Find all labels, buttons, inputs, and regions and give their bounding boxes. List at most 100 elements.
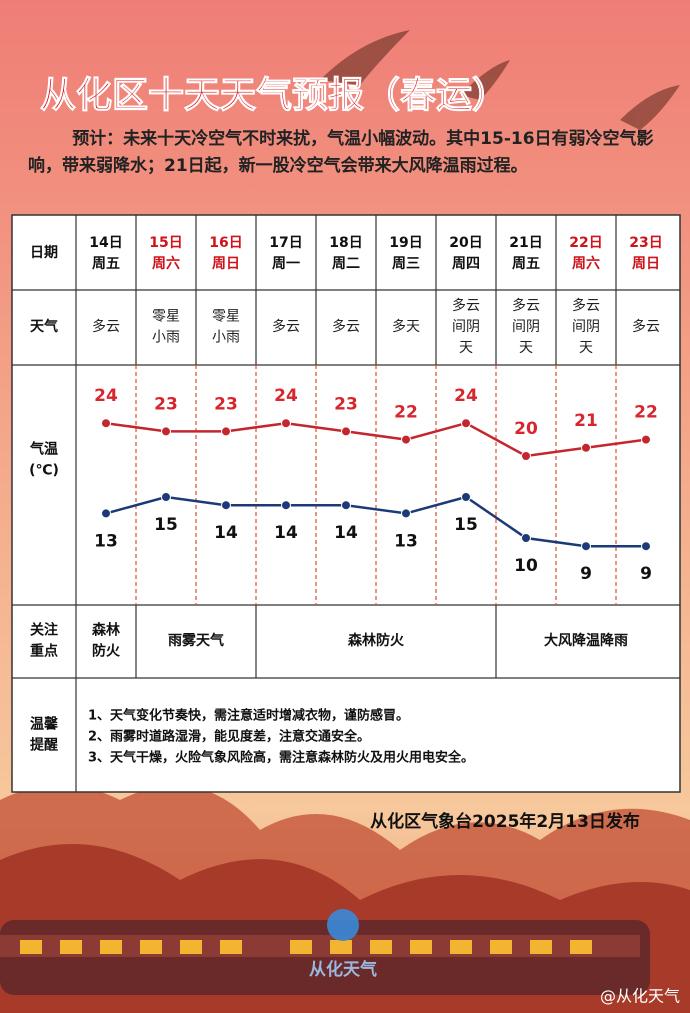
weather: 多天 bbox=[392, 318, 420, 335]
temp-label: 9 bbox=[640, 564, 652, 584]
date: 15日 bbox=[149, 235, 182, 251]
date: 18日 bbox=[329, 235, 362, 251]
row-label: 天气 bbox=[30, 318, 58, 335]
logo-icon bbox=[327, 909, 359, 941]
temp-label: 9 bbox=[580, 564, 592, 584]
temp-point bbox=[641, 541, 651, 552]
temp-line bbox=[105, 421, 647, 458]
date: 19日 bbox=[389, 235, 422, 251]
temp-label: 24 bbox=[454, 386, 478, 406]
weekday: 周六 bbox=[152, 255, 180, 272]
row-label: 重点 bbox=[30, 643, 58, 660]
temp-label: 13 bbox=[94, 531, 118, 551]
temp-point bbox=[461, 418, 471, 429]
row-label: 气温 bbox=[29, 441, 58, 458]
temp-point bbox=[401, 434, 411, 445]
temp-label: 14 bbox=[274, 523, 298, 543]
row-label: 日期 bbox=[30, 245, 58, 261]
weather: 多云 bbox=[332, 318, 360, 335]
weather: 多云 bbox=[512, 297, 540, 314]
weather: 间阴 bbox=[452, 319, 480, 335]
weekday: 周一 bbox=[272, 256, 300, 272]
temp-label: 14 bbox=[334, 523, 358, 543]
temp-label: 21 bbox=[574, 411, 598, 431]
publisher: 从化区气象台2025年2月13日发布 bbox=[370, 811, 640, 832]
temp-point bbox=[161, 492, 171, 502]
row-label: 温馨 bbox=[30, 716, 59, 733]
temp-point bbox=[341, 426, 351, 437]
date: 16日 bbox=[209, 235, 242, 251]
weekday: 周六 bbox=[572, 255, 600, 272]
date: 23日 bbox=[629, 235, 662, 251]
temp-label: 22 bbox=[634, 403, 658, 423]
temp-point bbox=[641, 434, 651, 445]
weather: 小雨 bbox=[212, 330, 240, 346]
temp-label: 20 bbox=[514, 419, 538, 439]
date: 20日 bbox=[449, 235, 482, 251]
temp-label: 15 bbox=[154, 515, 178, 535]
date: 22日 bbox=[569, 235, 602, 251]
focus: 森林 bbox=[92, 622, 120, 639]
weather: 天 bbox=[519, 340, 533, 356]
date: 17日 bbox=[269, 235, 302, 251]
temp-label: 23 bbox=[154, 394, 178, 414]
weather: 多云 bbox=[572, 297, 600, 314]
focus: 大风降温降雨 bbox=[544, 632, 628, 649]
temp-label: 23 bbox=[334, 394, 358, 414]
watermark: @从化天气 bbox=[600, 987, 680, 1006]
row-label: (℃) bbox=[29, 463, 59, 479]
tip: 1、天气变化节奏快，需注意适时增减衣物，谨防感冒。 bbox=[88, 708, 409, 724]
intro: 预计：未来十天冷空气不时来扰，气温小幅波动。其中15-16日有弱冷空气影响，带来… bbox=[28, 129, 654, 176]
weekday: 周三 bbox=[392, 256, 420, 272]
train bbox=[0, 920, 650, 995]
temp-label: 10 bbox=[514, 556, 538, 576]
weekday: 周日 bbox=[212, 256, 240, 272]
temp-label: 15 bbox=[454, 515, 478, 535]
temp-point bbox=[581, 442, 591, 453]
weather: 天 bbox=[579, 340, 593, 356]
temp-point bbox=[101, 418, 111, 429]
row-label: 关注 bbox=[30, 622, 58, 639]
date: 14日 bbox=[89, 235, 122, 251]
row-label: 提醒 bbox=[30, 738, 58, 754]
temp-point bbox=[221, 426, 231, 437]
birds bbox=[320, 30, 680, 130]
temp-point bbox=[461, 492, 471, 502]
tip: 3、天气干燥，火险气象风险高，需注意森林防火及用火用电安全。 bbox=[88, 750, 474, 766]
temp-point bbox=[281, 418, 291, 429]
train-windows bbox=[20, 940, 592, 954]
weather: 零星 bbox=[212, 309, 240, 325]
temp-label: 23 bbox=[214, 394, 238, 414]
logo-text: 从化天气 bbox=[309, 959, 377, 980]
temp-label: 22 bbox=[394, 403, 418, 423]
temp-label: 24 bbox=[274, 386, 298, 406]
temp-point bbox=[341, 500, 351, 511]
temp-label: 14 bbox=[214, 523, 238, 543]
focus: 防火 bbox=[92, 643, 121, 660]
weather: 小雨 bbox=[152, 330, 180, 346]
temp-point bbox=[161, 426, 171, 437]
temp-label: 13 bbox=[394, 531, 418, 551]
weather: 天 bbox=[459, 340, 473, 356]
weekday: 周二 bbox=[332, 256, 360, 272]
weather: 多云 bbox=[272, 318, 300, 335]
title: 从化区十天天气预报（春运） bbox=[40, 75, 508, 116]
weather: 间阴 bbox=[512, 319, 540, 335]
weather: 间阴 bbox=[572, 319, 600, 335]
weather: 多云 bbox=[452, 297, 480, 314]
temp-line bbox=[105, 495, 646, 548]
temp-point bbox=[521, 451, 531, 461]
focus: 森林防火 bbox=[348, 632, 405, 649]
weekday: 周四 bbox=[452, 256, 480, 272]
temp-point bbox=[521, 533, 531, 543]
weather: 多云 bbox=[92, 318, 120, 335]
temp-label: 24 bbox=[94, 386, 118, 406]
date: 21日 bbox=[509, 235, 542, 251]
temp-point bbox=[401, 508, 411, 519]
focus: 雨雾天气 bbox=[168, 632, 224, 649]
temp-point bbox=[221, 500, 231, 511]
weekday: 周日 bbox=[632, 256, 660, 272]
tip: 2、雨雾时道路湿滑，能见度差，注意交通安全。 bbox=[88, 729, 370, 745]
